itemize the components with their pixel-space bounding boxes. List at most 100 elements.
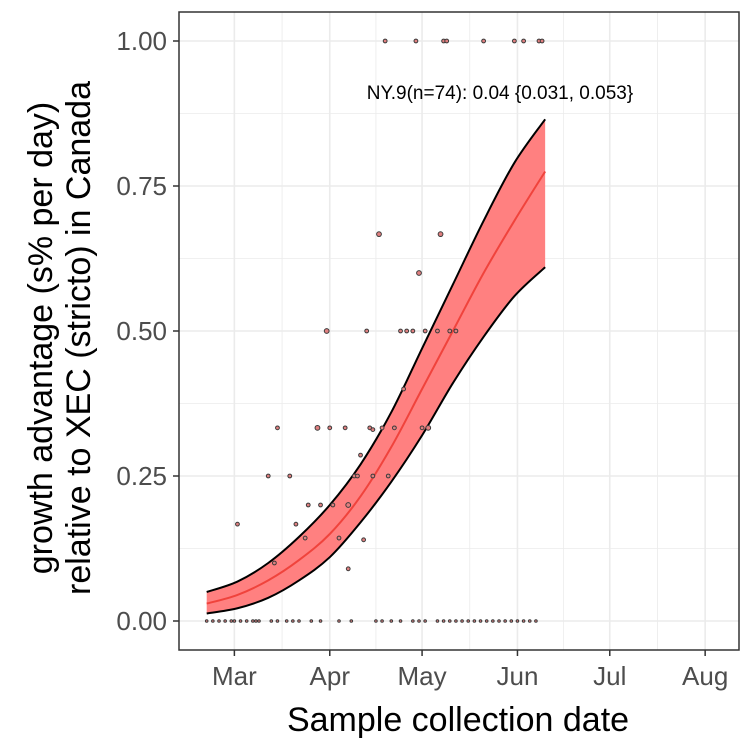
data-point xyxy=(244,619,249,623)
data-point xyxy=(349,619,354,623)
data-point xyxy=(435,619,440,623)
data-point xyxy=(232,619,237,623)
y-axis-ticks: 0.00 0.25 0.50 0.75 1.00 xyxy=(116,26,179,636)
data-point xyxy=(453,328,459,334)
data-point xyxy=(257,619,261,623)
data-point xyxy=(291,619,295,623)
data-point xyxy=(466,619,471,623)
data-point xyxy=(422,328,428,334)
data-point xyxy=(330,502,336,508)
x-axis-title: Sample collection date xyxy=(287,701,629,739)
data-point xyxy=(293,521,299,527)
data-point xyxy=(254,619,258,623)
x-axis-ticks: Mar Apr May Jun Jul Aug xyxy=(212,650,728,691)
data-point xyxy=(521,38,527,44)
data-point xyxy=(337,619,341,623)
data-point xyxy=(204,619,209,623)
data-point xyxy=(410,328,416,334)
data-point xyxy=(229,619,234,623)
data-point xyxy=(447,328,453,334)
data-point xyxy=(374,619,378,623)
data-point xyxy=(235,521,240,527)
data-point xyxy=(323,328,330,334)
data-point xyxy=(336,535,342,541)
x-tick-label: Jul xyxy=(593,661,626,691)
data-point xyxy=(345,502,352,508)
data-point xyxy=(275,425,280,431)
data-point xyxy=(515,619,520,623)
data-point xyxy=(398,328,403,334)
data-point xyxy=(305,502,311,508)
data-point xyxy=(269,619,274,623)
y-tick-label: 0.00 xyxy=(116,606,167,636)
data-point xyxy=(503,619,507,623)
data-point xyxy=(404,328,410,334)
y-tick-label: 1.00 xyxy=(116,26,167,56)
fit-annotation: NY.9(n=74): 0.04 {0.031, 0.053} xyxy=(367,83,633,104)
y-tick-label: 0.50 xyxy=(116,316,167,346)
data-point xyxy=(370,473,376,479)
points-layer xyxy=(204,38,545,623)
data-point xyxy=(284,619,289,623)
data-point xyxy=(539,38,545,44)
data-point xyxy=(380,619,384,623)
data-point xyxy=(358,452,363,458)
y-tick-label: 0.75 xyxy=(116,171,167,201)
data-point xyxy=(327,425,333,431)
data-point xyxy=(361,537,367,543)
data-point xyxy=(441,619,446,623)
data-point xyxy=(389,619,394,623)
data-point xyxy=(437,231,444,238)
data-point xyxy=(417,619,421,623)
data-point xyxy=(287,473,293,479)
ribbon-lower-bound xyxy=(206,266,546,615)
y-tick-label: 0.25 xyxy=(116,461,167,491)
x-tick-label: May xyxy=(398,661,447,691)
data-point xyxy=(211,619,215,623)
data-point xyxy=(511,38,517,44)
data-point xyxy=(416,270,422,276)
x-tick-label: Apr xyxy=(310,661,351,691)
data-point xyxy=(435,328,440,334)
data-point xyxy=(314,424,321,431)
data-point xyxy=(251,619,255,623)
data-point xyxy=(527,619,532,623)
x-tick-label: Jun xyxy=(497,661,539,691)
data-point xyxy=(223,619,227,623)
data-point xyxy=(481,38,487,44)
data-point xyxy=(497,619,501,623)
data-point xyxy=(379,425,385,431)
data-point xyxy=(484,619,489,623)
y-axis-title-line-1: growth advantage (s% per day) xyxy=(22,102,60,574)
data-point xyxy=(275,619,280,623)
data-point xyxy=(454,619,458,623)
data-point xyxy=(413,38,419,44)
data-point xyxy=(447,619,452,623)
data-point xyxy=(444,38,450,44)
data-point xyxy=(345,566,351,572)
data-point xyxy=(271,560,277,566)
grid-major xyxy=(179,12,739,650)
data-point xyxy=(364,328,370,334)
data-point xyxy=(521,619,526,623)
data-point xyxy=(478,619,483,623)
data-point xyxy=(309,619,314,623)
fit-line xyxy=(206,170,547,605)
data-point xyxy=(318,502,323,508)
data-point xyxy=(318,619,323,623)
data-point xyxy=(425,424,432,431)
data-point xyxy=(460,619,464,623)
data-point xyxy=(238,619,243,623)
data-point xyxy=(534,619,538,623)
data-point xyxy=(355,473,360,479)
data-point xyxy=(376,231,382,238)
x-tick-label: Mar xyxy=(212,661,257,691)
data-point xyxy=(491,619,495,623)
data-point xyxy=(342,425,348,431)
data-point xyxy=(297,619,301,623)
data-point xyxy=(472,619,477,623)
data-point xyxy=(382,38,388,44)
x-tick-label: Aug xyxy=(682,661,728,691)
y-axis-title-line-2: relative to XEC (stricto) in Canada xyxy=(60,81,98,595)
